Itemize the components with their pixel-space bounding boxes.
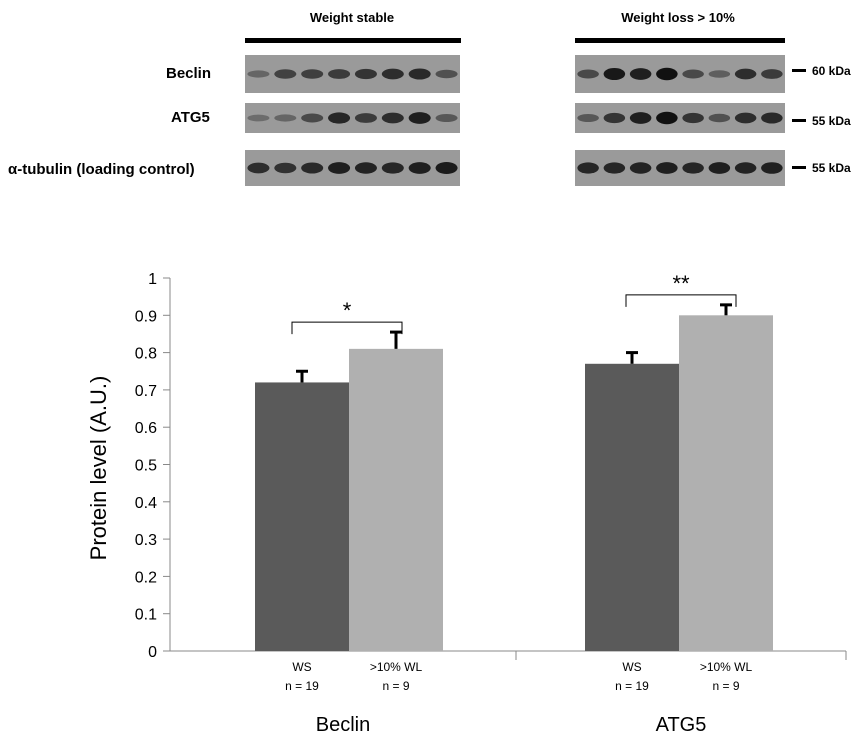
x-category-label: >10% WL — [370, 660, 423, 674]
blot-band — [409, 68, 431, 79]
blot-row-label-atg5: ATG5 — [171, 109, 210, 126]
blot-band — [761, 162, 783, 174]
blot-band — [355, 69, 377, 79]
blot-band — [247, 70, 269, 77]
x-category-label: WS — [292, 660, 311, 674]
y-tick-label: 0 — [148, 644, 157, 661]
blot-band — [656, 68, 678, 81]
significance-marker: ** — [672, 271, 690, 296]
kda-label-tubulin: 55 kDa — [812, 161, 851, 175]
blot-band — [682, 162, 704, 173]
blot-band — [761, 112, 783, 123]
x-category-n: n = 19 — [285, 679, 319, 693]
blot-band — [604, 68, 626, 80]
blot-band — [577, 70, 599, 79]
x-category-label: >10% WL — [700, 660, 753, 674]
kda-marker-tubulin — [792, 166, 806, 169]
blot-band — [355, 162, 377, 173]
blot-band — [656, 162, 678, 174]
blot-band — [355, 113, 377, 123]
blot-band — [630, 112, 652, 124]
blot-band — [735, 162, 757, 173]
blot-band — [247, 163, 269, 174]
blot-row-label-beclin: Beclin — [166, 65, 211, 82]
significance-bracket — [292, 322, 402, 334]
kda-label-atg5: 55 kDa — [812, 114, 851, 128]
blot-group-bar-weight-stable — [245, 38, 461, 43]
bar-chart: Protein level (A.U.) 0 0.1 0.2 0.3 0.4 0.5 0.6… — [86, 271, 846, 736]
y-axis-ticks: 0 0.1 0.2 0.3 0.4 0.5 0.6 0.7 0.8 0.9 1 — [135, 271, 170, 661]
blot-band — [328, 69, 350, 79]
blot-band — [301, 162, 323, 173]
bar-beclin-ws — [255, 382, 349, 651]
blot-band — [709, 114, 731, 123]
blot-band — [709, 162, 731, 174]
y-tick-label: 0.5 — [135, 458, 157, 475]
significance-brackets: *** — [292, 271, 736, 334]
blot-band — [247, 115, 269, 122]
blot-row-label-tubulin: α-tubulin (loading control) — [8, 161, 195, 178]
blot-band — [577, 114, 599, 122]
y-tick-label: 0.4 — [135, 495, 157, 512]
blot-band — [274, 114, 296, 121]
kda-label-beclin: 60 kDa — [812, 64, 851, 78]
y-tick-label: 0.1 — [135, 607, 157, 624]
x-group-label-atg5: ATG5 — [656, 714, 707, 736]
x-category-n: n = 19 — [615, 679, 649, 693]
kda-marker-beclin — [792, 69, 806, 72]
blot-band — [409, 162, 431, 174]
blot-band — [604, 113, 626, 123]
blot-band — [604, 162, 626, 173]
blot-band — [301, 114, 323, 123]
y-axis-label: Protein level (A.U.) — [86, 376, 111, 561]
bar-atg5-wl — [679, 315, 773, 651]
blot-band — [630, 68, 652, 80]
y-tick-label: 0.6 — [135, 420, 157, 437]
blot-band — [274, 69, 296, 78]
blot-band — [735, 69, 757, 80]
bars — [255, 305, 773, 651]
kda-marker-atg5 — [792, 119, 806, 122]
blot-band — [382, 69, 404, 80]
blot-band — [709, 70, 731, 78]
blot-band — [656, 112, 678, 125]
x-category-n: n = 9 — [712, 679, 739, 693]
x-category-label: WS — [622, 660, 641, 674]
blot-band — [630, 162, 652, 173]
western-blot-panel: Weight stable Weight loss > 10% Beclin A… — [8, 10, 851, 186]
blot-band — [274, 163, 296, 173]
bar-beclin-wl — [349, 349, 443, 651]
blot-band — [682, 113, 704, 123]
blot-band — [436, 162, 458, 174]
blot-band — [328, 162, 350, 174]
blot-group-label-weight-stable: Weight stable — [310, 10, 394, 25]
blot-band — [409, 112, 431, 124]
blot-band — [328, 112, 350, 123]
blot-band — [436, 114, 458, 122]
y-tick-label: 1 — [148, 271, 157, 288]
blot-band — [735, 113, 757, 124]
blot-group-label-weight-loss: Weight loss > 10% — [621, 10, 735, 25]
significance-marker: * — [343, 298, 352, 323]
y-tick-label: 0.2 — [135, 569, 157, 586]
blot-group-bar-weight-loss — [575, 38, 785, 43]
y-tick-label: 0.8 — [135, 346, 157, 363]
x-group-label-beclin: Beclin — [316, 714, 370, 736]
blot-band — [382, 162, 404, 173]
significance-bracket — [626, 295, 736, 307]
blot-band — [682, 70, 704, 79]
blot-strips — [245, 55, 785, 186]
x-axis-labels: WS n = 19 >10% WL n = 9 Beclin WS n = 19 >10% W… — [285, 660, 752, 736]
x-category-n: n = 9 — [382, 679, 409, 693]
y-tick-label: 0.7 — [135, 383, 157, 400]
blot-band — [761, 69, 783, 79]
y-tick-label: 0.3 — [135, 532, 157, 549]
blot-band — [301, 69, 323, 79]
blot-band — [436, 70, 458, 79]
bar-atg5-ws — [585, 364, 679, 651]
y-tick-label: 0.9 — [135, 308, 157, 325]
blot-band — [577, 162, 599, 173]
blot-band — [382, 113, 404, 124]
